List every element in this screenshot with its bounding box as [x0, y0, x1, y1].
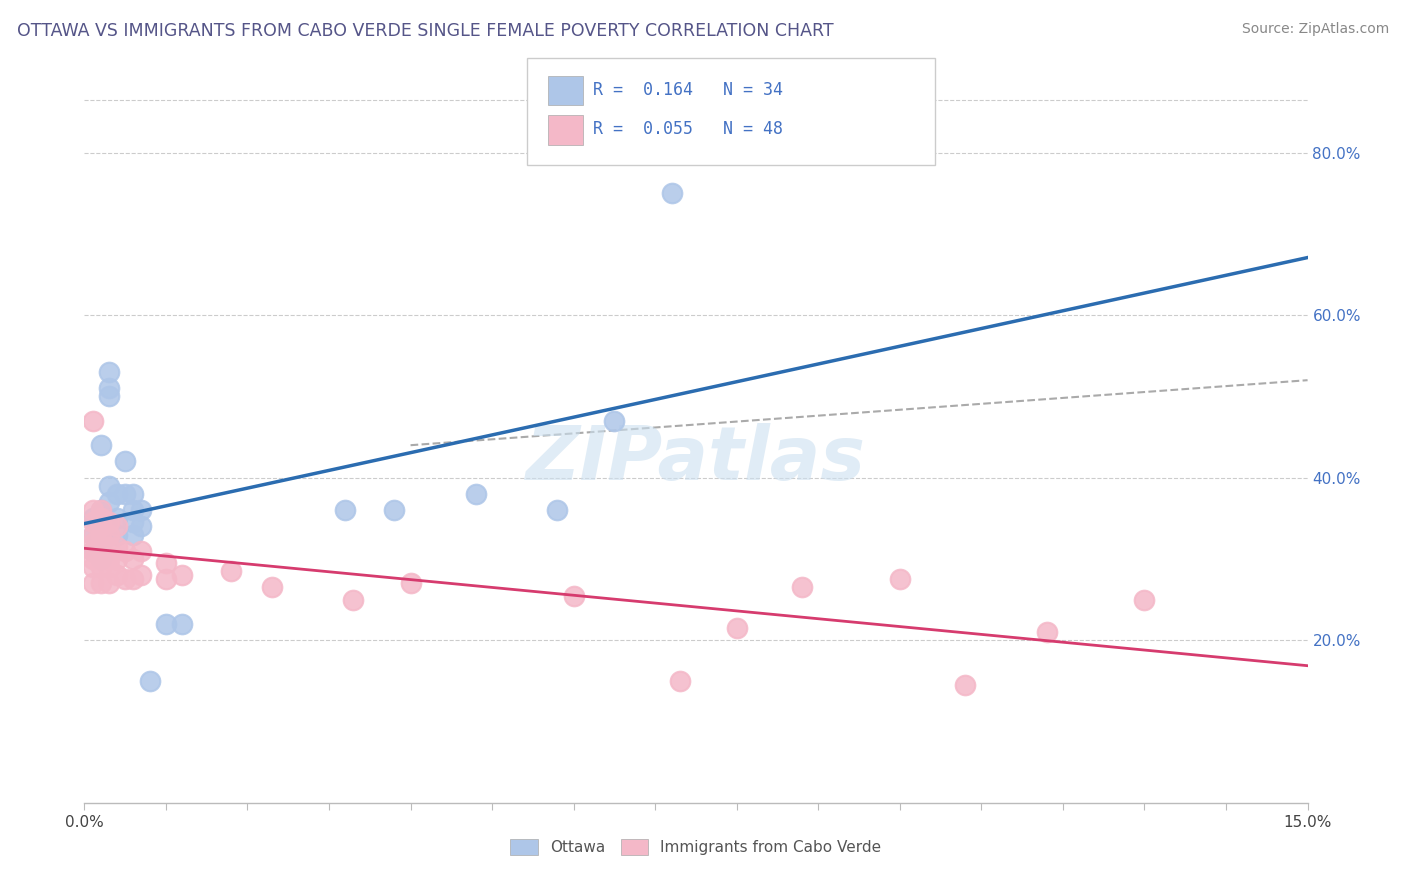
Point — [122, 487, 145, 501]
Point — [97, 479, 120, 493]
Point — [122, 527, 145, 541]
Point — [97, 560, 120, 574]
Point — [105, 527, 128, 541]
Point — [90, 540, 112, 554]
Point — [82, 503, 104, 517]
Point — [90, 503, 112, 517]
Point — [546, 503, 568, 517]
Point — [97, 552, 120, 566]
Point — [114, 572, 136, 586]
Point — [97, 389, 120, 403]
Point — [382, 503, 405, 517]
Point — [219, 564, 242, 578]
Point — [1133, 592, 1156, 607]
Point — [82, 552, 104, 566]
Point — [464, 487, 486, 501]
Point — [122, 572, 145, 586]
Point — [97, 365, 120, 379]
Point — [603, 414, 626, 428]
Point — [105, 519, 128, 533]
Point — [90, 438, 112, 452]
Point — [82, 527, 104, 541]
Point — [131, 544, 153, 558]
Point — [661, 186, 683, 201]
Point — [97, 516, 120, 530]
Point — [97, 381, 120, 395]
Point — [114, 487, 136, 501]
Point — [172, 617, 194, 632]
Point — [90, 552, 112, 566]
Point — [260, 581, 283, 595]
Point — [90, 519, 112, 533]
Point — [97, 576, 120, 591]
Point — [90, 519, 112, 533]
Point — [342, 592, 364, 607]
Point — [82, 511, 104, 525]
Point — [82, 544, 104, 558]
Legend: Ottawa, Immigrants from Cabo Verde: Ottawa, Immigrants from Cabo Verde — [505, 833, 887, 861]
Point — [122, 516, 145, 530]
Point — [335, 503, 357, 517]
Point — [90, 576, 112, 591]
Point — [1035, 625, 1057, 640]
Point — [90, 560, 112, 574]
Point — [82, 516, 104, 530]
Point — [90, 503, 112, 517]
Point — [131, 568, 153, 582]
Point — [725, 621, 748, 635]
Point — [90, 527, 112, 541]
Point — [399, 576, 422, 591]
Text: ZIPatlas: ZIPatlas — [526, 423, 866, 496]
Point — [889, 572, 911, 586]
Point — [122, 503, 145, 517]
Point — [82, 414, 104, 428]
Text: R =  0.055   N = 48: R = 0.055 N = 48 — [593, 120, 783, 138]
Point — [90, 535, 112, 549]
Point — [155, 617, 177, 632]
Point — [82, 535, 104, 549]
Point — [122, 552, 145, 566]
Point — [97, 495, 120, 509]
Point — [138, 673, 160, 688]
Point — [790, 581, 813, 595]
Text: Source: ZipAtlas.com: Source: ZipAtlas.com — [1241, 22, 1389, 37]
Point — [105, 552, 128, 566]
Point — [105, 540, 128, 554]
Point — [82, 527, 104, 541]
Point — [155, 572, 177, 586]
Point — [105, 487, 128, 501]
Point — [82, 576, 104, 591]
Point — [953, 678, 976, 692]
Point — [90, 552, 112, 566]
Point — [90, 527, 112, 541]
Point — [114, 454, 136, 468]
Point — [155, 556, 177, 570]
Point — [105, 511, 128, 525]
Point — [114, 544, 136, 558]
Point — [668, 673, 690, 688]
Point — [105, 568, 128, 582]
Point — [131, 519, 153, 533]
Text: OTTAWA VS IMMIGRANTS FROM CABO VERDE SINGLE FEMALE POVERTY CORRELATION CHART: OTTAWA VS IMMIGRANTS FROM CABO VERDE SIN… — [17, 22, 834, 40]
Point — [82, 560, 104, 574]
Point — [172, 568, 194, 582]
Point — [562, 589, 585, 603]
Text: R =  0.164   N = 34: R = 0.164 N = 34 — [593, 81, 783, 99]
Point — [90, 511, 112, 525]
Point — [97, 527, 120, 541]
Point — [131, 503, 153, 517]
Point — [97, 540, 120, 554]
Point — [82, 544, 104, 558]
